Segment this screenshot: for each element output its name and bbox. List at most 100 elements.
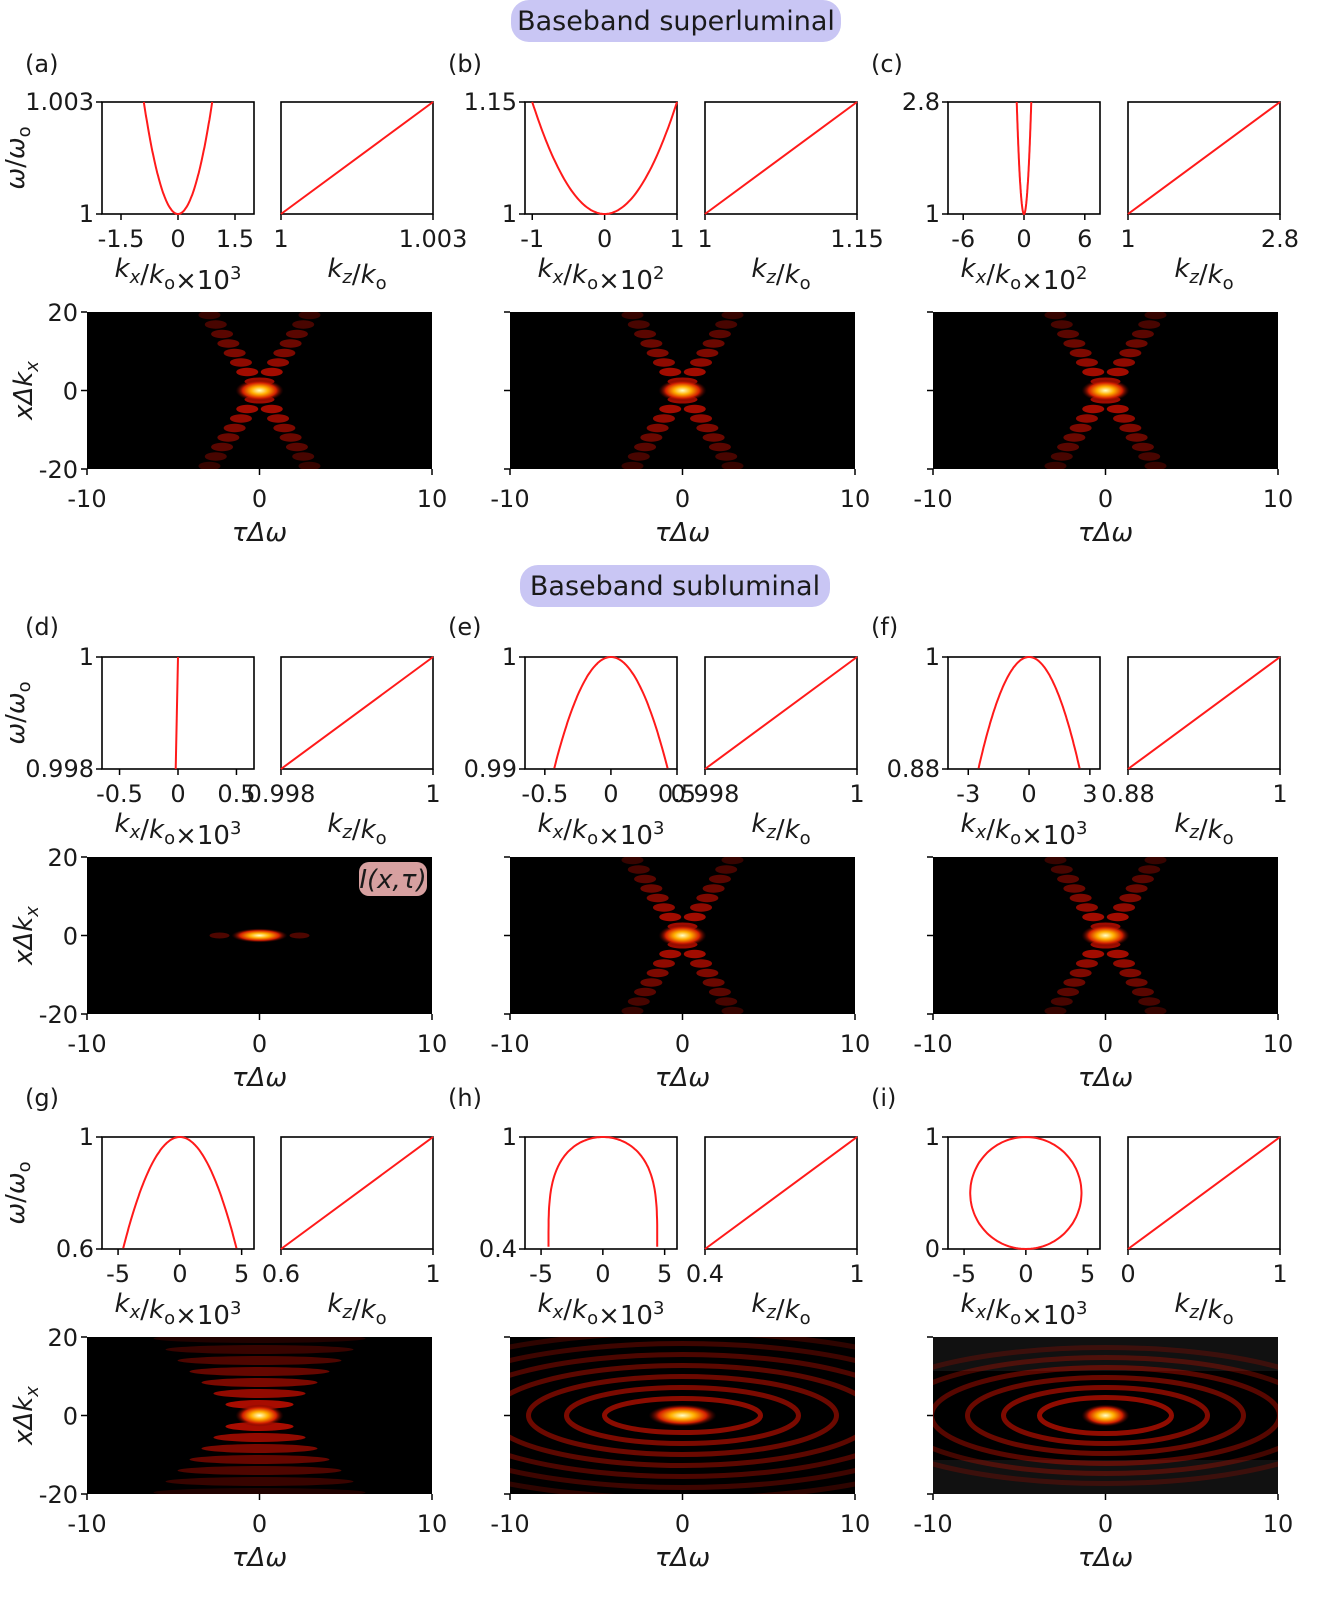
y-tick-label: 0: [63, 923, 78, 951]
x-arm-lobe: [267, 358, 290, 367]
y-tick-label: 1: [925, 643, 940, 671]
x-arm-lobe: [1044, 312, 1067, 320]
y-axis-label: ω/ωo: [1, 681, 35, 744]
x-arm-lobe: [236, 404, 259, 414]
x-tick-label: 1: [669, 225, 684, 253]
x-arm-lobe: [305, 301, 327, 309]
x-axis-label: kz/ko: [1174, 1289, 1233, 1329]
x-arm-lobe: [223, 423, 246, 433]
spectral-kz-1: 1 1.15: [697, 101, 884, 253]
x-arm-lobe: [1057, 874, 1080, 884]
x-arm-lobe: [298, 312, 321, 320]
y-tick-label: 1.15: [464, 88, 517, 116]
x-arm-lobe: [1138, 452, 1161, 461]
dispersion-curve: [977, 656, 1081, 769]
x-axis-label: kz/ko: [327, 809, 386, 849]
y-tick-label: 1.003: [25, 88, 94, 116]
x-tick-label: -10: [490, 485, 529, 513]
ring: [564, 1385, 801, 1446]
x-arm-lobe: [279, 339, 302, 348]
x-axis-label: kx/ko×103: [538, 809, 665, 851]
x-axis-label: τΔω: [1078, 1543, 1133, 1573]
x-arm-lobe: [1050, 865, 1073, 874]
panel-label: (a): [25, 50, 58, 78]
x-arm-lobe: [1106, 404, 1129, 414]
x-arm-lobe: [1125, 978, 1148, 987]
y-tick-label: 0.88: [887, 755, 940, 783]
dispersion-curve: [280, 1136, 434, 1250]
dispersion-curve: [704, 101, 858, 215]
x-tick-label: 10: [1263, 485, 1294, 513]
header-superluminal: Baseband superluminal: [511, 0, 841, 42]
x-tick-label: 1: [849, 780, 864, 808]
x-arm-lobe: [1069, 968, 1092, 978]
x-arm-lobe: [634, 874, 657, 884]
y-tick-label: 0.998: [25, 755, 94, 783]
y-tick-label: 1: [79, 1123, 94, 1151]
x-arm-lobe: [721, 857, 744, 865]
x-arm-lobe: [627, 452, 650, 461]
x-tick-label: 10: [840, 1510, 871, 1538]
x-arm-lobe: [298, 461, 321, 469]
x-arm-lobe: [1144, 312, 1167, 320]
x-arm-lobe: [728, 1016, 750, 1024]
spectral-kx-4: -0.5 0 0.5 0.99 1: [464, 643, 697, 808]
x-arm-lobe: [1119, 968, 1142, 978]
x-arm-lobe: [1144, 461, 1167, 469]
dispersion-curve: [122, 1136, 238, 1249]
x-arm-lobe: [1075, 358, 1098, 367]
dispersion-curve: [704, 1136, 858, 1250]
x-arm-lobe: [204, 452, 227, 461]
x-arm-lobe: [728, 846, 750, 854]
intensity-map-5: -10 0 10: [913, 846, 1293, 1058]
x-arm-lobe: [615, 301, 637, 309]
x-axis-label: kx/ko×103: [961, 809, 1088, 851]
x-arm-lobe: [721, 312, 744, 320]
fringe: [165, 1477, 354, 1486]
x-arm-lobe: [192, 471, 214, 479]
x-tick-label: -0.5: [96, 780, 143, 808]
x-arm-lobe: [1151, 471, 1173, 479]
y-tick-label: 1: [79, 200, 94, 228]
x-tick-label: 0.4: [686, 1260, 724, 1288]
ring: [510, 1363, 855, 1468]
panel-label: (e): [448, 613, 482, 641]
x-arm-lobe: [1106, 367, 1129, 377]
x-tick-label: -10: [913, 1510, 952, 1538]
x-axis-label: kx/ko×103: [115, 1289, 242, 1331]
dispersion-curve: [142, 101, 214, 215]
spectral-kx-0: -1.5 0 1.5 1 1.003: [25, 88, 255, 253]
x-arm-lobe: [1119, 893, 1142, 903]
x-tick-label: 3: [1082, 780, 1097, 808]
dispersion-curve: [280, 101, 434, 215]
panel-label: (b): [448, 50, 482, 78]
x-arm-lobe: [198, 312, 221, 320]
x-tick-label: 10: [1263, 1510, 1294, 1538]
x-tick-label: 1: [697, 225, 712, 253]
x-arm-lobe: [285, 442, 308, 452]
x-tick-label: 5: [657, 1260, 672, 1288]
spectral-kx-7: -5 0 5 0.4 1: [479, 1123, 678, 1288]
x-arm-lobe: [683, 404, 706, 414]
x-arm-lobe: [659, 404, 682, 414]
x-tick-label: 1: [1272, 1260, 1287, 1288]
x-arm-lobe: [1138, 320, 1161, 329]
x-arm-lobe: [652, 903, 675, 912]
x-arm-lobe: [696, 968, 719, 978]
x-arm-lobe: [683, 949, 706, 959]
x-arm-lobe: [1151, 846, 1173, 854]
axes-frame: [524, 101, 678, 215]
x-arm-lobe: [615, 471, 637, 479]
x-arm-lobe: [1044, 461, 1067, 469]
fringe: [165, 1345, 354, 1354]
intensity-map-6: -10 0 10 20 0 -20: [39, 1324, 447, 1538]
x-axis-label: kz/ko: [1174, 254, 1233, 294]
y-axis-label: xΔkx: [9, 361, 43, 421]
x-arm-lobe: [659, 949, 682, 959]
x-arm-lobe: [715, 452, 738, 461]
intensity-peak: [658, 379, 707, 402]
x-arm-lobe: [708, 987, 731, 997]
x-tick-label: 0: [172, 1260, 187, 1288]
ring: [933, 1365, 1278, 1466]
x-tick-label: 0: [675, 485, 690, 513]
